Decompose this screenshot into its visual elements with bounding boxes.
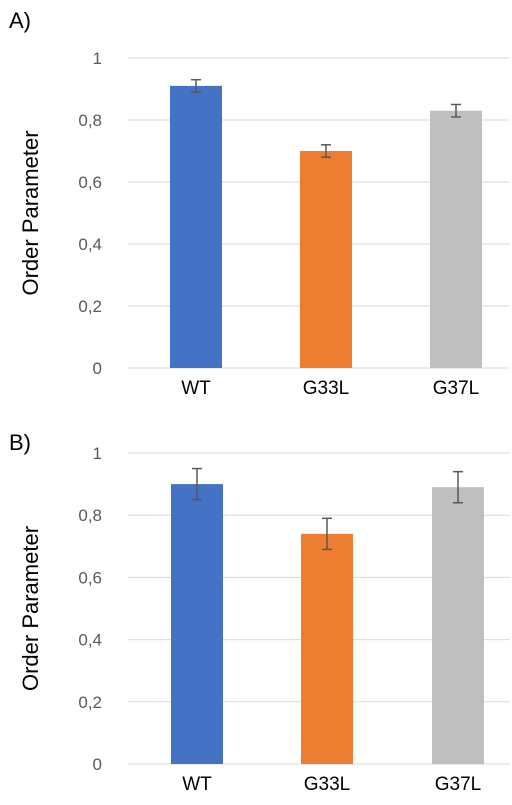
y-tick-label: 0,4 xyxy=(78,631,102,650)
x-category-label: G33L xyxy=(303,378,349,399)
bar-chart-b: 0 0,2 0,4 0,6 0,8 1 WT G33L G37L Order Parameter xyxy=(18,444,510,795)
y-tick-label: 0 xyxy=(93,755,102,774)
x-category-label: G37L xyxy=(435,774,481,795)
error-bar xyxy=(191,78,201,93)
error-bar xyxy=(322,517,332,551)
x-category-label: WT xyxy=(181,378,211,399)
chart-panel-a: A) 0 0,2 0,4 0,6 0,8 1 WT G33L G37L Order Paramet… xyxy=(0,0,512,400)
y-axis-title: Order Parameter xyxy=(18,526,43,691)
panel-label: B) xyxy=(9,430,31,455)
y-tick-label: 0,2 xyxy=(78,693,102,712)
bar-chart-a: 0 0,2 0,4 0,6 0,8 1 WT G33L G37L Order Parameter xyxy=(18,49,510,399)
chart-panel-b: B) 0 0,2 0,4 0,6 0,8 1 WT G33L G37L Order Paramet… xyxy=(0,400,512,805)
bar-g37l xyxy=(430,110,482,368)
error-bar xyxy=(453,470,463,504)
bar-wt xyxy=(171,484,223,764)
y-tick-label: 0,2 xyxy=(78,297,102,316)
error-bar xyxy=(192,467,202,501)
error-bar xyxy=(321,144,331,158)
x-category-label: G33L xyxy=(304,774,350,795)
bar-g33l xyxy=(300,151,352,368)
y-tick-label: 0 xyxy=(93,359,102,378)
bar-g37l xyxy=(432,487,484,764)
y-tick-label: 0,6 xyxy=(78,173,102,192)
y-tick-label: 0,8 xyxy=(78,506,102,525)
y-axis-title: Order Parameter xyxy=(18,130,43,295)
y-tick-label: 0,4 xyxy=(78,235,102,254)
y-tick-label: 1 xyxy=(93,444,102,463)
y-tick-label: 0,8 xyxy=(78,111,102,130)
panel-label: A) xyxy=(9,8,31,33)
bar-wt xyxy=(170,85,222,369)
x-category-label: WT xyxy=(182,774,212,795)
x-category-label: G37L xyxy=(433,378,479,399)
y-tick-label: 1 xyxy=(93,49,102,68)
bar-g33l xyxy=(301,533,353,764)
y-tick-label: 0,6 xyxy=(78,568,102,587)
error-bar xyxy=(451,103,461,118)
